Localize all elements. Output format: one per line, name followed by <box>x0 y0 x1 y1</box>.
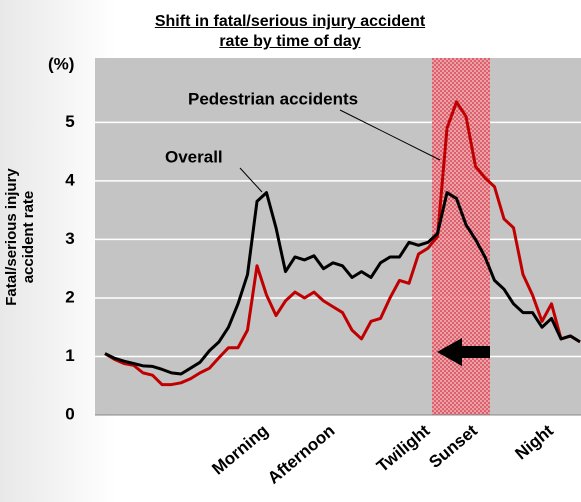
x-tick-label: Sunset <box>425 421 481 472</box>
y-tick-label: 4 <box>65 170 75 189</box>
y-axis-title: Fatal/serious injury accident rate <box>3 168 37 306</box>
arrow <box>437 338 490 366</box>
annotation: Pedestrian accidents <box>188 89 358 108</box>
annotation: Overall <box>165 147 223 166</box>
x-tick-label: Morning <box>208 421 272 479</box>
x-tick-label: Twilight <box>373 421 434 476</box>
y-unit: (%) <box>48 54 74 73</box>
y-tick-label: 2 <box>65 287 74 306</box>
y-tick-label: 5 <box>65 112 74 131</box>
y-tick-label: 3 <box>65 229 74 248</box>
series-line <box>104 100 581 387</box>
x-tick-label: Afternoon <box>264 421 338 488</box>
x-tick-label: Night <box>511 421 557 464</box>
series-line <box>104 191 581 376</box>
leader-line <box>339 109 441 161</box>
y-tick-label: 1 <box>65 346 74 365</box>
chart-title: Shift in fatal/serious injury accident r… <box>154 13 426 50</box>
leader-line <box>239 167 263 193</box>
y-tick-label: 0 <box>65 404 74 423</box>
plot-area <box>95 58 581 415</box>
